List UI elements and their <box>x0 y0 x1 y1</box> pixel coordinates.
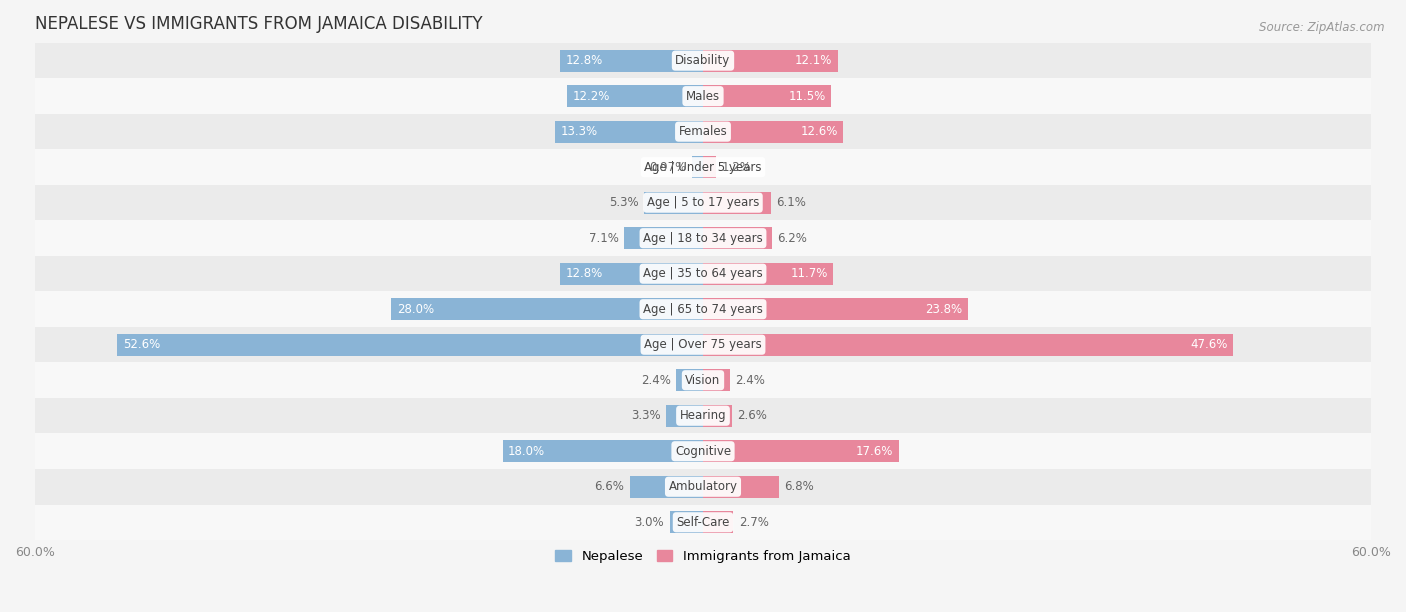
Text: Self-Care: Self-Care <box>676 516 730 529</box>
Bar <box>666 405 703 427</box>
Text: 3.0%: 3.0% <box>634 516 664 529</box>
Text: 2.4%: 2.4% <box>735 374 765 387</box>
Bar <box>35 504 1371 540</box>
Bar <box>703 334 1233 356</box>
Bar <box>561 50 703 72</box>
Text: Vision: Vision <box>685 374 721 387</box>
Bar <box>567 85 703 107</box>
Text: 2.6%: 2.6% <box>738 409 768 422</box>
Text: 6.6%: 6.6% <box>595 480 624 493</box>
Text: 3.3%: 3.3% <box>631 409 661 422</box>
Legend: Nepalese, Immigrants from Jamaica: Nepalese, Immigrants from Jamaica <box>550 544 856 568</box>
Bar <box>703 85 831 107</box>
Bar <box>555 121 703 143</box>
Bar <box>703 121 844 143</box>
Text: NEPALESE VS IMMIGRANTS FROM JAMAICA DISABILITY: NEPALESE VS IMMIGRANTS FROM JAMAICA DISA… <box>35 15 482 33</box>
Bar <box>703 227 772 249</box>
Text: 1.2%: 1.2% <box>721 161 752 174</box>
Text: Source: ZipAtlas.com: Source: ZipAtlas.com <box>1260 21 1385 34</box>
Text: Age | 18 to 34 years: Age | 18 to 34 years <box>643 232 763 245</box>
Text: Cognitive: Cognitive <box>675 445 731 458</box>
Text: 6.1%: 6.1% <box>776 196 807 209</box>
Text: 52.6%: 52.6% <box>122 338 160 351</box>
Bar <box>35 43 1371 78</box>
Bar <box>35 149 1371 185</box>
Text: 18.0%: 18.0% <box>508 445 546 458</box>
Text: Ambulatory: Ambulatory <box>668 480 738 493</box>
Text: Age | Under 5 years: Age | Under 5 years <box>644 161 762 174</box>
Bar <box>676 369 703 391</box>
Bar <box>35 469 1371 504</box>
Bar <box>644 192 703 214</box>
Text: Age | Over 75 years: Age | Over 75 years <box>644 338 762 351</box>
Text: 11.7%: 11.7% <box>790 267 828 280</box>
Bar <box>703 50 838 72</box>
Bar <box>669 511 703 533</box>
Text: Age | 35 to 64 years: Age | 35 to 64 years <box>643 267 763 280</box>
Bar <box>703 156 717 178</box>
Bar <box>35 114 1371 149</box>
Text: Females: Females <box>679 125 727 138</box>
Bar <box>391 298 703 320</box>
Text: 47.6%: 47.6% <box>1189 338 1227 351</box>
Text: Age | 65 to 74 years: Age | 65 to 74 years <box>643 303 763 316</box>
Text: 7.1%: 7.1% <box>589 232 619 245</box>
Text: 11.5%: 11.5% <box>789 89 825 103</box>
Bar <box>35 78 1371 114</box>
Text: 23.8%: 23.8% <box>925 303 963 316</box>
Text: 13.3%: 13.3% <box>561 125 598 138</box>
Bar <box>35 291 1371 327</box>
Bar <box>630 476 703 498</box>
Text: 12.2%: 12.2% <box>572 89 610 103</box>
Text: Age | 5 to 17 years: Age | 5 to 17 years <box>647 196 759 209</box>
Text: 28.0%: 28.0% <box>396 303 434 316</box>
Text: 2.7%: 2.7% <box>738 516 769 529</box>
Bar <box>35 327 1371 362</box>
Bar <box>624 227 703 249</box>
Bar <box>35 398 1371 433</box>
Text: 12.8%: 12.8% <box>567 54 603 67</box>
Bar <box>35 362 1371 398</box>
Bar <box>703 192 770 214</box>
Text: Disability: Disability <box>675 54 731 67</box>
Text: 17.6%: 17.6% <box>856 445 893 458</box>
Bar <box>703 298 967 320</box>
Bar <box>703 476 779 498</box>
Bar <box>117 334 703 356</box>
Bar <box>502 440 703 462</box>
Text: 12.8%: 12.8% <box>567 267 603 280</box>
Bar <box>35 256 1371 291</box>
Bar <box>692 156 703 178</box>
Text: 0.97%: 0.97% <box>650 161 686 174</box>
Text: 2.4%: 2.4% <box>641 374 671 387</box>
Bar <box>703 263 834 285</box>
Text: Hearing: Hearing <box>679 409 727 422</box>
Bar <box>561 263 703 285</box>
Bar <box>35 185 1371 220</box>
Text: Males: Males <box>686 89 720 103</box>
Text: 6.8%: 6.8% <box>785 480 814 493</box>
Bar <box>35 220 1371 256</box>
Text: 5.3%: 5.3% <box>609 196 638 209</box>
Bar <box>703 405 733 427</box>
Bar <box>703 369 730 391</box>
Bar <box>703 511 733 533</box>
Bar <box>35 433 1371 469</box>
Text: 6.2%: 6.2% <box>778 232 807 245</box>
Text: 12.1%: 12.1% <box>794 54 832 67</box>
Bar <box>703 440 898 462</box>
Text: 12.6%: 12.6% <box>800 125 838 138</box>
